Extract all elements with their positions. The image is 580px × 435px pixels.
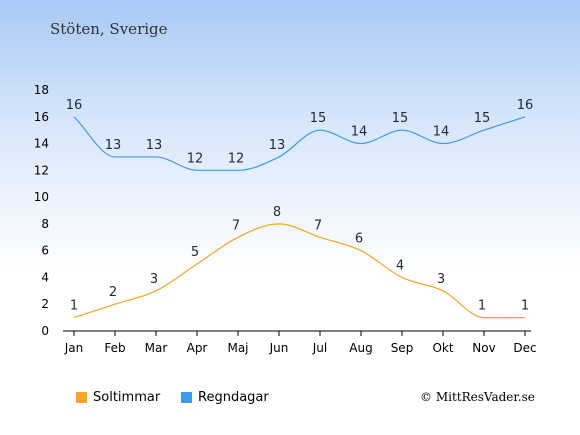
data-label-regndagar: 13: [146, 138, 163, 153]
data-label-regndagar: 13: [269, 138, 286, 153]
data-label-soltimmar: 1: [70, 299, 78, 314]
data-label-regndagar: 13: [105, 138, 122, 153]
legend-item-regndagar: Regndagar: [181, 390, 269, 405]
y-tick-label: 2: [41, 297, 49, 311]
data-label-soltimmar: 7: [232, 218, 240, 233]
y-tick-label: 10: [34, 190, 49, 204]
data-label-soltimmar: 2: [109, 285, 117, 300]
data-label-soltimmar: 5: [191, 245, 199, 260]
y-tick-label: 6: [41, 244, 49, 258]
y-tick-label: 0: [41, 324, 49, 338]
data-label-soltimmar: 3: [150, 272, 158, 287]
data-label-regndagar: 15: [474, 111, 491, 126]
data-label-regndagar: 16: [517, 98, 534, 113]
legend-label-soltimmar: Soltimmar: [93, 390, 161, 405]
data-label-regndagar: 14: [433, 125, 450, 140]
x-tick-label: Jan: [64, 341, 84, 355]
x-tick-label: Apr: [187, 341, 208, 355]
x-tick-label: Aug: [349, 341, 372, 355]
data-label-regndagar: 12: [228, 151, 245, 166]
y-tick-label: 8: [41, 217, 49, 231]
location-title: Stöten, Sverige: [50, 20, 168, 38]
data-label-regndagar: 14: [351, 125, 368, 140]
data-label-regndagar: 15: [392, 111, 409, 126]
data-label-soltimmar: 1: [521, 299, 529, 314]
data-label-soltimmar: 6: [355, 232, 363, 247]
x-tick-label: Jun: [269, 341, 289, 355]
legend-label-regndagar: Regndagar: [198, 390, 269, 405]
x-tick-label: Mar: [145, 341, 168, 355]
axes: Jan Feb Mar Apr Maj Jun Jul Aug Sep Okt Nov Dec 0 2 4 6…: [34, 83, 537, 355]
x-tick-label: Nov: [472, 341, 495, 355]
x-tick-label: Jul: [312, 341, 327, 355]
y-tick-label: 18: [34, 83, 49, 97]
y-tick-label: 4: [41, 270, 49, 284]
legend-swatch-regndagar: [181, 392, 192, 403]
data-label-regndagar: 16: [66, 98, 83, 113]
series-lines: [73, 116, 526, 319]
data-label-soltimmar: 4: [396, 258, 404, 273]
y-tick-label: 16: [34, 110, 49, 124]
data-label-regndagar: 12: [187, 151, 204, 166]
data-label-soltimmar: 3: [437, 272, 445, 287]
x-tick-label: Maj: [227, 341, 248, 355]
data-label-soltimmar: 7: [314, 218, 322, 233]
x-tick-label: Okt: [432, 341, 453, 355]
legend-item-soltimmar: Soltimmar: [76, 390, 160, 405]
series-line-soltimmar: [73, 223, 525, 319]
data-label-soltimmar: 8: [273, 205, 281, 220]
data-label-soltimmar: 1: [478, 299, 486, 314]
y-tick-label: 14: [34, 137, 49, 151]
x-tick-label: Feb: [104, 341, 125, 355]
x-tick-label: Dec: [513, 341, 536, 355]
legend-swatch-soltimmar: [76, 392, 87, 403]
copyright: © MittResVader.se: [420, 390, 535, 404]
x-tick-label: Sep: [391, 341, 414, 355]
y-tick-label: 12: [34, 163, 49, 177]
series-line-regndagar: [73, 116, 526, 171]
data-label-regndagar: 15: [310, 111, 327, 126]
